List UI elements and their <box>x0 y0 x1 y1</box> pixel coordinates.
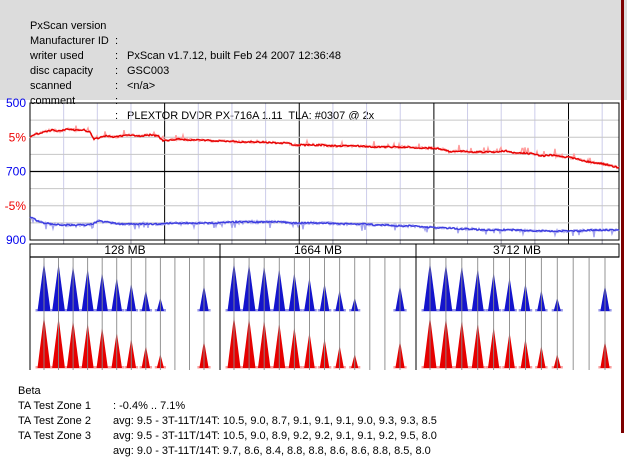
info-row-capacity: disc capacity : <box>0 49 118 92</box>
info-separator: : <box>115 110 119 122</box>
info-separator: : <box>115 35 119 47</box>
info-value: PLEXTOR DVDR PX-716A 1.11 TLA: #0307 @ 2… <box>127 110 375 122</box>
info-label: writer used <box>30 50 84 62</box>
info-label: PxScan version <box>30 20 107 32</box>
info-value: PxScan v1.7.12, built Feb 24 2007 12:36:… <box>127 50 342 62</box>
info-value: GSC003 <box>127 65 170 77</box>
info-separator: : <box>115 50 119 62</box>
result-label: TA Test Zone 1 <box>18 400 91 412</box>
result-row-ta-zone-1: TA Test Zone 1 avg: 9.5 - 3T-11T/14T: 10… <box>0 384 437 427</box>
scan-chart: 500 5% 700 -5% 900 128 MB 1664 MB 3712 M… <box>5 96 620 370</box>
info-label: disc capacity <box>30 65 93 77</box>
y-axis-label-5pct: 5% <box>9 131 27 145</box>
result-detail: avg: 9.5 - 3T-11T/14T: 10.5, 9.0, 8.7, 9… <box>113 415 437 427</box>
result-label: TA Test Zone 2 <box>18 415 91 427</box>
y-axis-label-500: 500 <box>6 96 26 110</box>
result-label: TA Test Zone 3 <box>18 430 91 442</box>
zone-label-3712mb: 3712 MB <box>493 243 541 257</box>
info-label: Manufacturer ID <box>30 35 109 47</box>
zone-label-1664mb: 1664 MB <box>294 243 342 257</box>
info-separator: : <box>115 95 119 107</box>
info-row-version: PxScan version : PxScan v1.7.12, built F… <box>0 4 341 62</box>
y-axis-label-700: 700 <box>6 165 26 179</box>
scan-info-panel: PxScan version : PxScan v1.7.12, built F… <box>0 0 627 122</box>
result-detail: : -0.4% .. 7.1% <box>113 400 186 412</box>
info-row-manufacturer: Manufacturer ID : GSC003 <box>0 19 169 77</box>
result-row-beta: Beta : -0.4% .. 7.1% <box>0 369 185 412</box>
info-row-scanned: scanned : PLEXTOR DVDR PX-716A 1.11 TLA:… <box>0 64 374 122</box>
info-label: scanned <box>30 80 72 92</box>
info-value: <n/a> <box>127 80 156 92</box>
y-axis-label-900: 900 <box>6 233 26 247</box>
result-row-ta-zone-3: TA Test Zone 3 avg: 9.0 - 3T-11T/14T: 9.… <box>0 414 431 457</box>
result-detail: avg: 9.0 - 3T-11T/14T: 9.7, 8.6, 8.4, 8.… <box>113 445 431 457</box>
info-row-writer: writer used : <n/a> <box>0 34 155 92</box>
info-separator: : <box>115 65 119 77</box>
y-axis-label-neg5pct: -5% <box>5 199 27 213</box>
info-separator: : <box>115 80 119 92</box>
result-label: Beta <box>18 385 41 397</box>
zone-label-128mb: 128 MB <box>104 243 145 257</box>
result-detail: avg: 9.5 - 3T-11T/14T: 10.5, 9.0, 8.9, 9… <box>113 430 437 442</box>
window-frame-edge <box>621 0 624 433</box>
result-row-ta-zone-2: TA Test Zone 2 avg: 9.5 - 3T-11T/14T: 10… <box>0 399 437 442</box>
